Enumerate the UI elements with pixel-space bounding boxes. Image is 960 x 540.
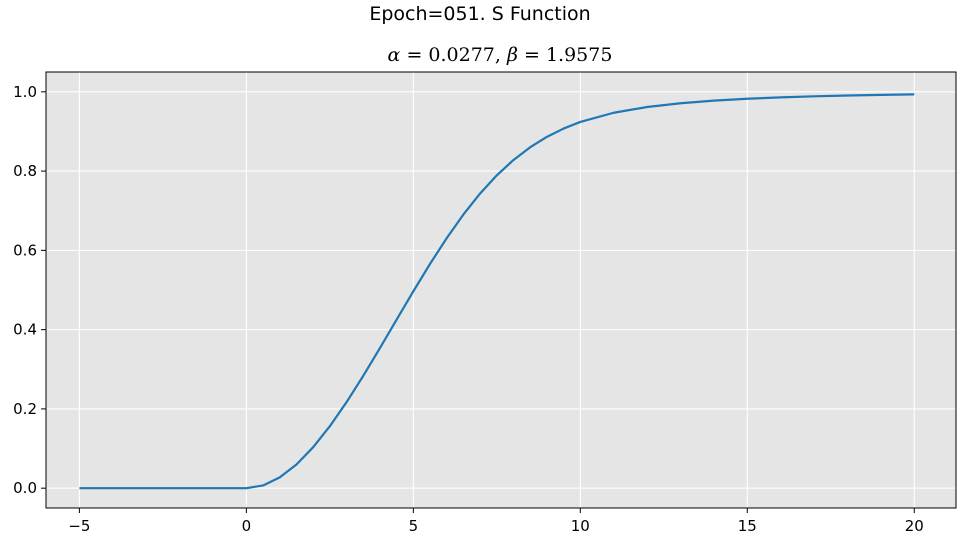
y-tick-label: 0.0 [13,479,37,497]
plot-area: −5 0 5 10 15 20 0.0 0.2 0.4 0.6 0.8 1.0 [13,71,957,535]
x-tick-label: −5 [68,517,90,535]
x-tick-label: 5 [409,517,419,535]
x-tick-label: 0 [242,517,252,535]
x-tick-label: 15 [738,517,757,535]
plot-background [46,72,956,508]
y-tick-label: 0.8 [13,162,37,180]
x-tick-label: 20 [905,517,924,535]
series-line [79,93,915,490]
y-tick-label: 1.0 [13,83,37,101]
axes-frame [45,71,957,509]
chart-subtitle: α = 0.0277, β = 1.9575 [388,44,613,66]
x-tick-label: 10 [571,517,590,535]
beta-symbol: β [506,44,518,66]
chart-suptitle: Epoch=051. S Function [369,3,590,25]
beta-value: = 1.9575 [524,44,612,66]
alpha-symbol: α [388,44,401,66]
y-tick-label: 0.4 [13,321,37,339]
alpha-value: = 0.0277, [406,44,500,66]
y-tick-label: 0.2 [13,400,37,418]
y-tick-label: 0.6 [13,241,37,259]
